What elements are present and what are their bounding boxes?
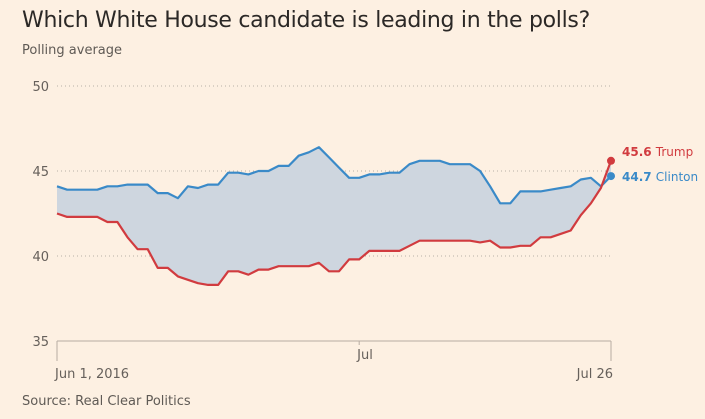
series-lines [56, 146, 615, 286]
end-value-clinton: 44.7 [622, 170, 656, 184]
gridlines: 35 40 45 50 [32, 80, 611, 350]
series-line-clinton [56, 146, 612, 205]
shaded-gap-area [57, 147, 611, 285]
chart-subtitle: Polling average [22, 43, 123, 58]
y-tick-label-45: 45 [32, 165, 49, 180]
end-name-clinton: Clinton [656, 170, 698, 184]
y-tick-label-50: 50 [32, 80, 49, 95]
chart-title: Which White House candidate is leading i… [22, 8, 590, 33]
end-name-trump: Trump [655, 145, 693, 159]
end-dot-trump [607, 156, 615, 165]
series-line-trump [56, 160, 613, 286]
x-tick-label-2: Jul 26 [576, 367, 613, 382]
x-tick-label-1: Jul [356, 348, 373, 363]
y-tick-label-40: 40 [32, 250, 49, 265]
shaded-area-layer [57, 147, 611, 285]
end-label-clinton: 44.7 Clinton [622, 170, 698, 184]
x-axis: Jun 1, 2016 Jul Jul 26 [54, 340, 613, 382]
end-label-trump: 45.6 Trump [622, 145, 693, 159]
end-dot-clinton [607, 172, 615, 181]
chart-source: Source: Real Clear Politics [22, 394, 191, 409]
end-value-trump: 45.6 [622, 145, 656, 159]
y-tick-label-35: 35 [32, 335, 49, 350]
x-tick-label-0: Jun 1, 2016 [54, 367, 129, 382]
